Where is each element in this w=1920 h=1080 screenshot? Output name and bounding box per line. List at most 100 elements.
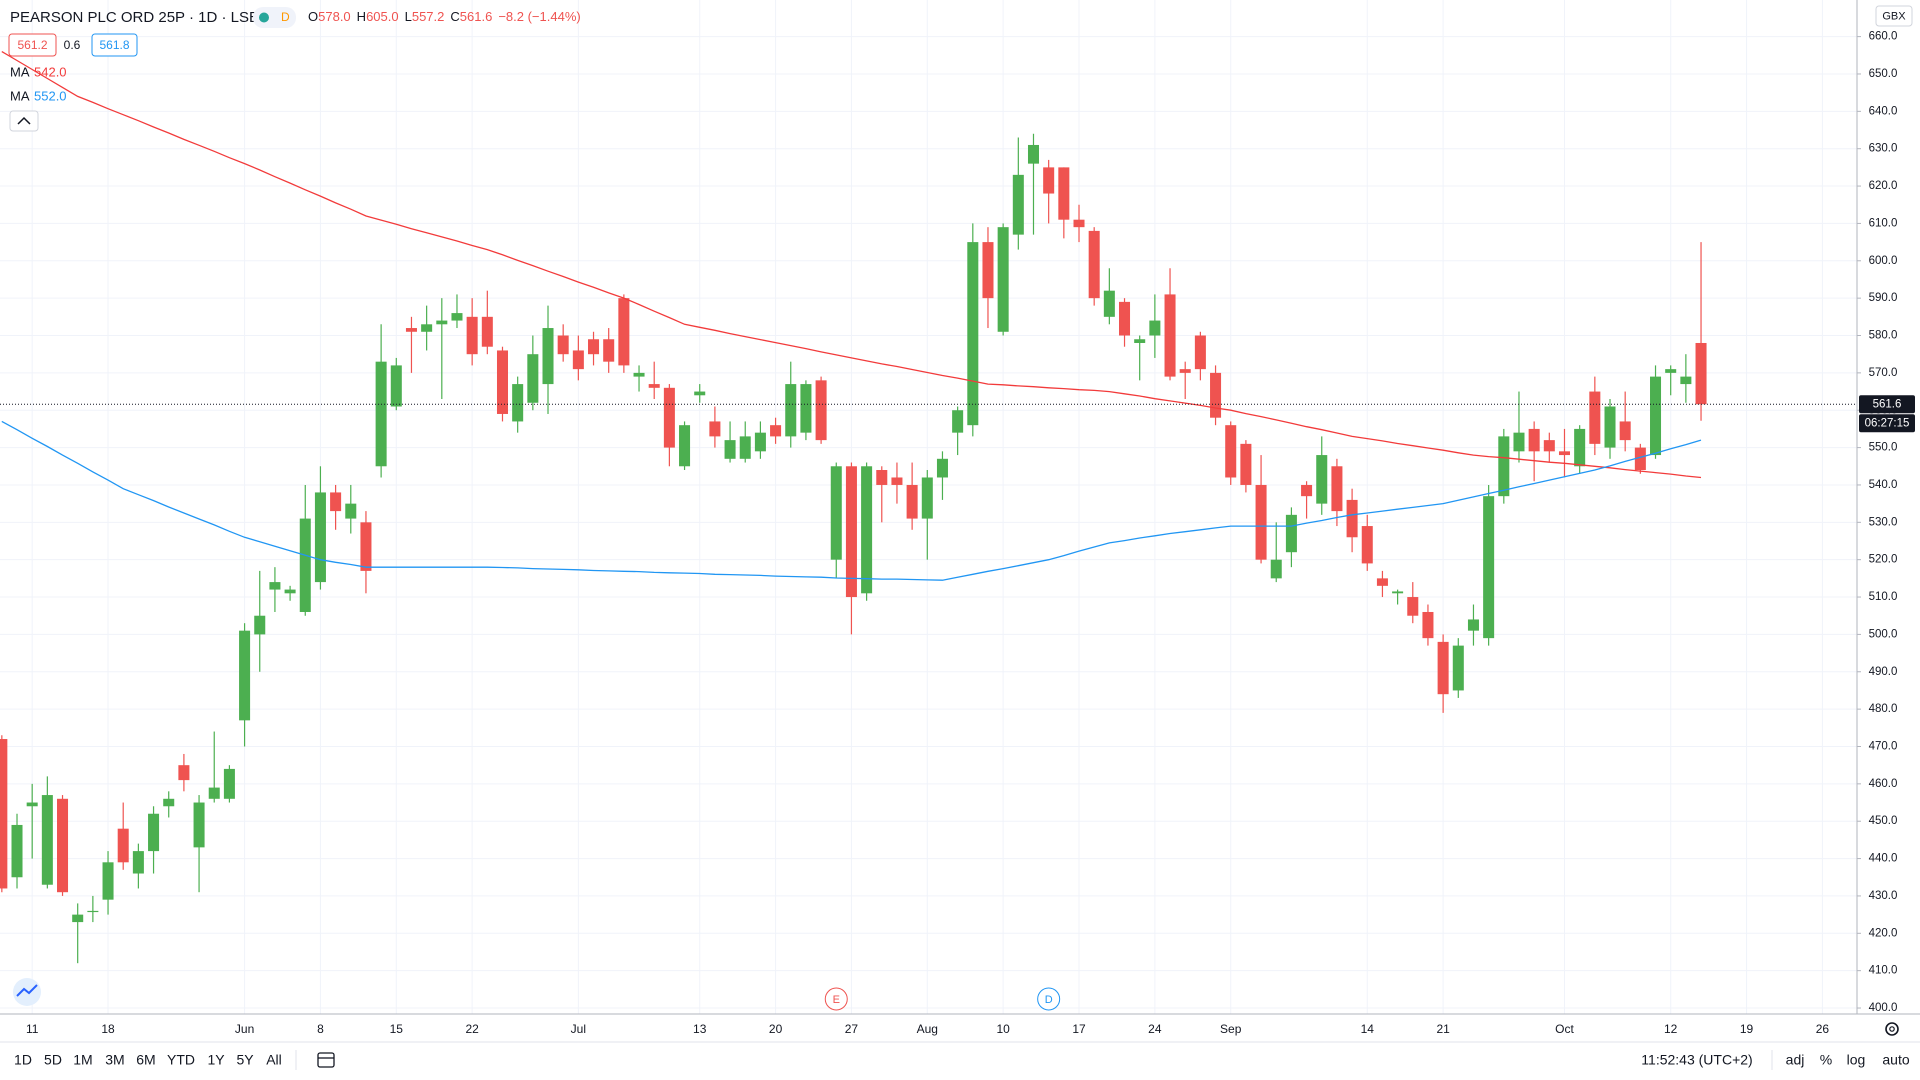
last-price-box bbox=[1859, 395, 1915, 414]
candle-body bbox=[1634, 447, 1646, 471]
candle-body bbox=[314, 492, 326, 583]
settings-button[interactable] bbox=[1885, 1022, 1899, 1036]
ask: 561.8 bbox=[99, 38, 129, 52]
candle-body bbox=[633, 372, 645, 377]
y-tick-label: 580.0 bbox=[1869, 330, 1898, 342]
candle-body bbox=[815, 380, 827, 441]
candle-body bbox=[724, 440, 736, 459]
y-tick-label: 400.0 bbox=[1869, 1002, 1898, 1014]
moving-average-line bbox=[1, 51, 1702, 479]
x-tick-label: 15 bbox=[390, 1022, 404, 1036]
x-tick-label: Sep bbox=[1220, 1022, 1242, 1036]
candle-body bbox=[709, 421, 721, 437]
candle-body bbox=[785, 384, 797, 437]
bid-box bbox=[8, 33, 57, 57]
legend-name: MA bbox=[10, 64, 30, 79]
range-button[interactable]: 5Y bbox=[236, 1052, 254, 1068]
candle-body bbox=[770, 425, 782, 437]
candle-body bbox=[1012, 174, 1024, 235]
date-range-button[interactable] bbox=[317, 1052, 335, 1068]
y-tick-label: 440.0 bbox=[1869, 853, 1898, 865]
candle-body bbox=[618, 298, 630, 366]
y-tick-label: 510.0 bbox=[1869, 591, 1898, 603]
candle-body bbox=[148, 813, 160, 852]
x-tick-label: 14 bbox=[1361, 1022, 1375, 1036]
x-tick-label: Jun bbox=[235, 1022, 254, 1036]
spread: 0.6 bbox=[64, 38, 81, 52]
candle-body bbox=[891, 477, 903, 485]
y-tick-label: 660.0 bbox=[1869, 31, 1898, 43]
y-tick-label: 490.0 bbox=[1869, 666, 1898, 678]
range-button[interactable]: 3M bbox=[105, 1052, 124, 1068]
collapse-button[interactable] bbox=[9, 110, 39, 132]
candle-body bbox=[421, 324, 433, 332]
candle-body bbox=[1574, 428, 1586, 467]
candle-body bbox=[1392, 591, 1404, 594]
x-tick-label: 11 bbox=[26, 1022, 39, 1036]
range-button[interactable]: All bbox=[266, 1052, 282, 1068]
y-tick-label: 550.0 bbox=[1869, 442, 1898, 454]
candle-body bbox=[1255, 484, 1267, 560]
event-label: D bbox=[1045, 994, 1053, 1006]
gear-center bbox=[1889, 1026, 1895, 1032]
scale-option[interactable]: adj bbox=[1786, 1052, 1805, 1068]
range-button[interactable]: YTD bbox=[167, 1052, 195, 1068]
ohlc-value: 605.0 bbox=[366, 9, 399, 24]
event-marker[interactable] bbox=[824, 987, 848, 1011]
candle-body bbox=[800, 384, 812, 433]
range-button[interactable]: 5D bbox=[44, 1052, 62, 1068]
candle-body bbox=[193, 802, 205, 848]
x-tick-label: 26 bbox=[1816, 1022, 1830, 1036]
candle-body bbox=[936, 458, 948, 478]
candle-body bbox=[57, 798, 69, 893]
candle-body bbox=[1452, 645, 1464, 691]
x-tick-label: 13 bbox=[693, 1022, 707, 1036]
candle-body bbox=[1164, 294, 1176, 377]
price-change: −8.2 (−1.44%) bbox=[498, 9, 580, 24]
market-status-icon bbox=[259, 12, 269, 23]
candle-body bbox=[1149, 320, 1161, 336]
candle-body bbox=[997, 227, 1009, 332]
candle-body bbox=[1179, 369, 1191, 373]
candle-body bbox=[921, 477, 933, 519]
candle-body bbox=[1316, 455, 1328, 504]
range-button[interactable]: 1M bbox=[73, 1052, 92, 1068]
countdown-box bbox=[1859, 414, 1915, 433]
candle-body bbox=[1301, 484, 1313, 497]
candle-body bbox=[451, 313, 463, 321]
candle-body bbox=[0, 739, 8, 889]
event-marker[interactable] bbox=[1037, 987, 1061, 1011]
range-button[interactable]: 1Y bbox=[207, 1052, 225, 1068]
ohlc-label: O bbox=[308, 9, 318, 24]
x-tick-label: Oct bbox=[1555, 1022, 1574, 1036]
ohlc-label: C bbox=[450, 9, 459, 24]
candle-body bbox=[1407, 597, 1419, 616]
delay-status: D bbox=[281, 10, 290, 24]
x-tick-label: Aug bbox=[917, 1022, 938, 1036]
y-tick-label: 450.0 bbox=[1869, 815, 1898, 827]
currency: GBX bbox=[1882, 10, 1906, 22]
y-tick-label: 640.0 bbox=[1869, 105, 1898, 117]
scale-option[interactable]: % bbox=[1820, 1052, 1832, 1068]
candle-body bbox=[1043, 167, 1055, 194]
collapse-icon bbox=[17, 116, 31, 125]
candle-body bbox=[1346, 499, 1358, 538]
y-tick-label: 590.0 bbox=[1869, 292, 1898, 304]
range-button[interactable]: 6M bbox=[136, 1052, 155, 1068]
bid: 561.2 bbox=[17, 38, 47, 52]
x-tick-label: 22 bbox=[465, 1022, 479, 1036]
scale-option[interactable]: log bbox=[1847, 1052, 1866, 1068]
candle-body bbox=[1103, 290, 1115, 317]
candle-body bbox=[330, 492, 342, 512]
candle-body bbox=[496, 350, 509, 414]
candle-body bbox=[132, 851, 144, 874]
y-tick-label: 600.0 bbox=[1869, 255, 1898, 267]
range-button[interactable]: 1D bbox=[14, 1052, 32, 1068]
candle-body bbox=[512, 384, 524, 422]
scale-option[interactable]: auto bbox=[1882, 1052, 1909, 1068]
ohlc-value: 578.0 bbox=[318, 9, 351, 24]
candle-body bbox=[1240, 443, 1252, 485]
candle-body bbox=[1498, 436, 1510, 497]
